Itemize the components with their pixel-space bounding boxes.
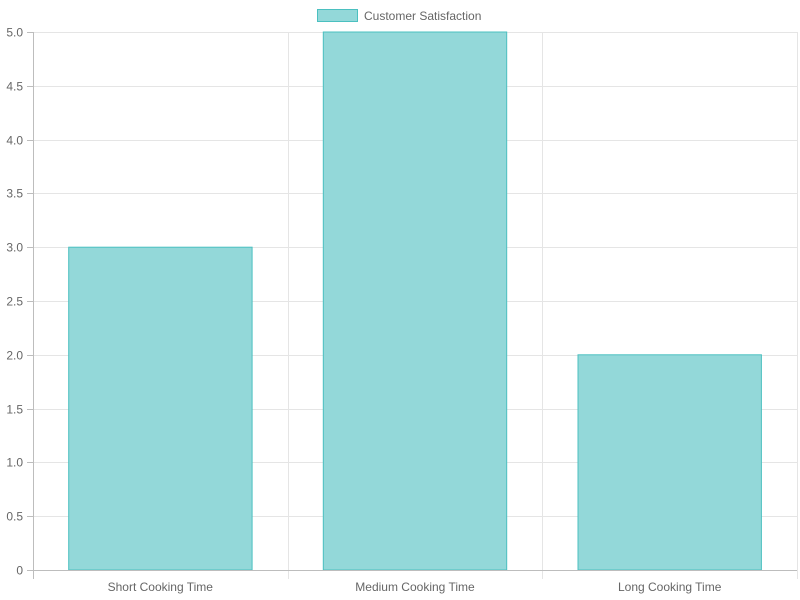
y-tick-label: 2.5: [6, 295, 23, 309]
bar[interactable]: [577, 354, 762, 571]
y-tick-label: 3.5: [6, 187, 23, 201]
y-tick-label: 2.0: [6, 349, 23, 363]
y-tick-label: 1.0: [6, 456, 23, 470]
legend-swatch: [317, 9, 358, 22]
bar[interactable]: [68, 246, 253, 571]
bars: [68, 31, 762, 571]
y-tick-label: 3.0: [6, 241, 23, 255]
x-tick-label: Short Cooking Time: [108, 580, 214, 594]
y-tick-label: 5.0: [6, 26, 23, 40]
x-tick-label: Long Cooking Time: [618, 580, 722, 594]
legend-label: Customer Satisfaction: [364, 9, 481, 23]
y-tick-label: 1.5: [6, 403, 23, 417]
bar[interactable]: [322, 31, 508, 571]
x-tick-label: Medium Cooking Time: [355, 580, 475, 594]
axes: [27, 32, 797, 579]
y-tick-label: 4.5: [6, 80, 23, 94]
y-tick-label: 4.0: [6, 134, 23, 148]
y-tick-label: 0.5: [6, 510, 23, 524]
y-tick-label: 0: [16, 564, 23, 578]
legend[interactable]: Customer Satisfaction: [317, 9, 482, 23]
tick-labels: 0 0.5 1.0 1.5 2.0 2.5 3.0 3.5 4.0 4.5 5.0 Short Coo…: [6, 26, 721, 595]
